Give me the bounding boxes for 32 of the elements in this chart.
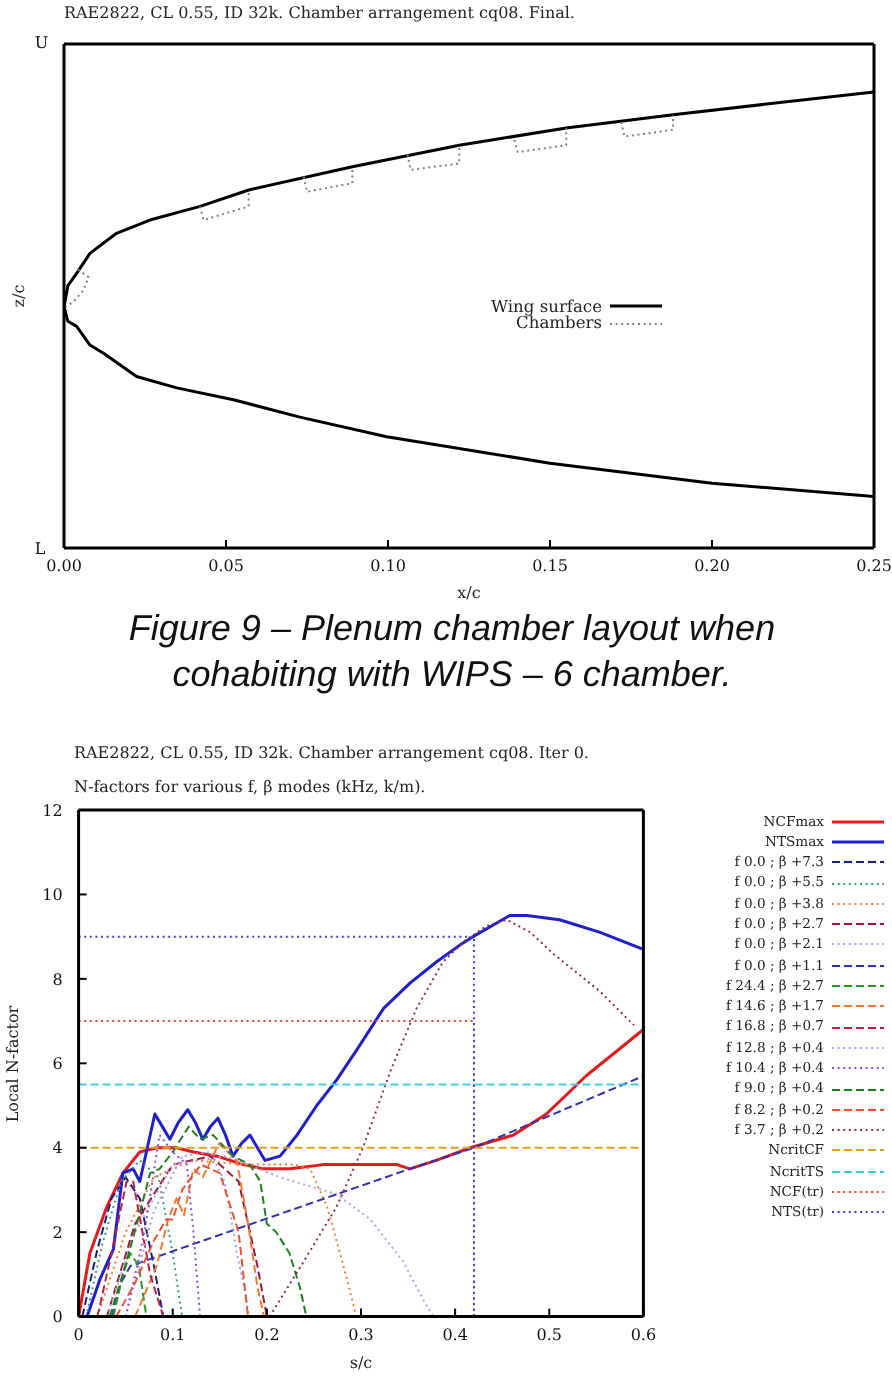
y-tick-label: 0	[52, 1308, 63, 1327]
x-tick-label: 0.25	[856, 557, 892, 576]
x-tick-label: 0	[73, 1325, 84, 1344]
text: U	[32, 33, 51, 54]
x-axis-title: s/c	[349, 1352, 373, 1374]
chart-title: RAE2822, CL 0.55, ID 32k. Chamber arrangement cq08. Final.	[64, 4, 575, 26]
y-tick-label: 6	[52, 1054, 63, 1073]
x-tick-label: 0.20	[694, 557, 730, 576]
y-tick-label: 10	[42, 886, 63, 905]
text: L	[32, 539, 47, 559]
x-tick-label: 0.05	[208, 557, 244, 576]
y-tick-label: 8	[52, 970, 63, 989]
chart-title: RAE2822, CL 0.55, ID 32k. Chamber arrangement cq08. Iter 0.	[74, 743, 589, 765]
caption: Figure 9 – Plenum chamber layout when cohabiting with WIPS – 6 chamber.	[126, 606, 778, 696]
x-tick-label: 0.5	[536, 1325, 562, 1344]
x-tick-label: 0.10	[370, 557, 406, 576]
x-tick-label: 0.3	[348, 1325, 374, 1344]
chart-subtitle: N-factors for various f, β modes (kHz, k/m).	[74, 777, 426, 799]
y-tick-label: 4	[52, 1139, 63, 1158]
x-axis-title: x/c	[457, 582, 481, 604]
legend-label: Chambers	[516, 312, 602, 333]
x-tick-label: 0.2	[254, 1325, 280, 1344]
y-tick-label: 2	[52, 1223, 63, 1242]
legend-label: Wing surface	[491, 295, 602, 316]
x-tick-label: 0.00	[46, 557, 82, 576]
y-tick-label: 12	[42, 801, 63, 820]
x-tick-label: 0.1	[160, 1325, 186, 1344]
x-tick-label: 0.4	[442, 1325, 468, 1344]
y-axis-title: z/c	[9, 284, 30, 308]
x-tick-label: 0.15	[532, 557, 568, 576]
y-axis-title: Local N-factor	[3, 1005, 24, 1122]
x-tick-label: 0.6	[630, 1325, 657, 1344]
